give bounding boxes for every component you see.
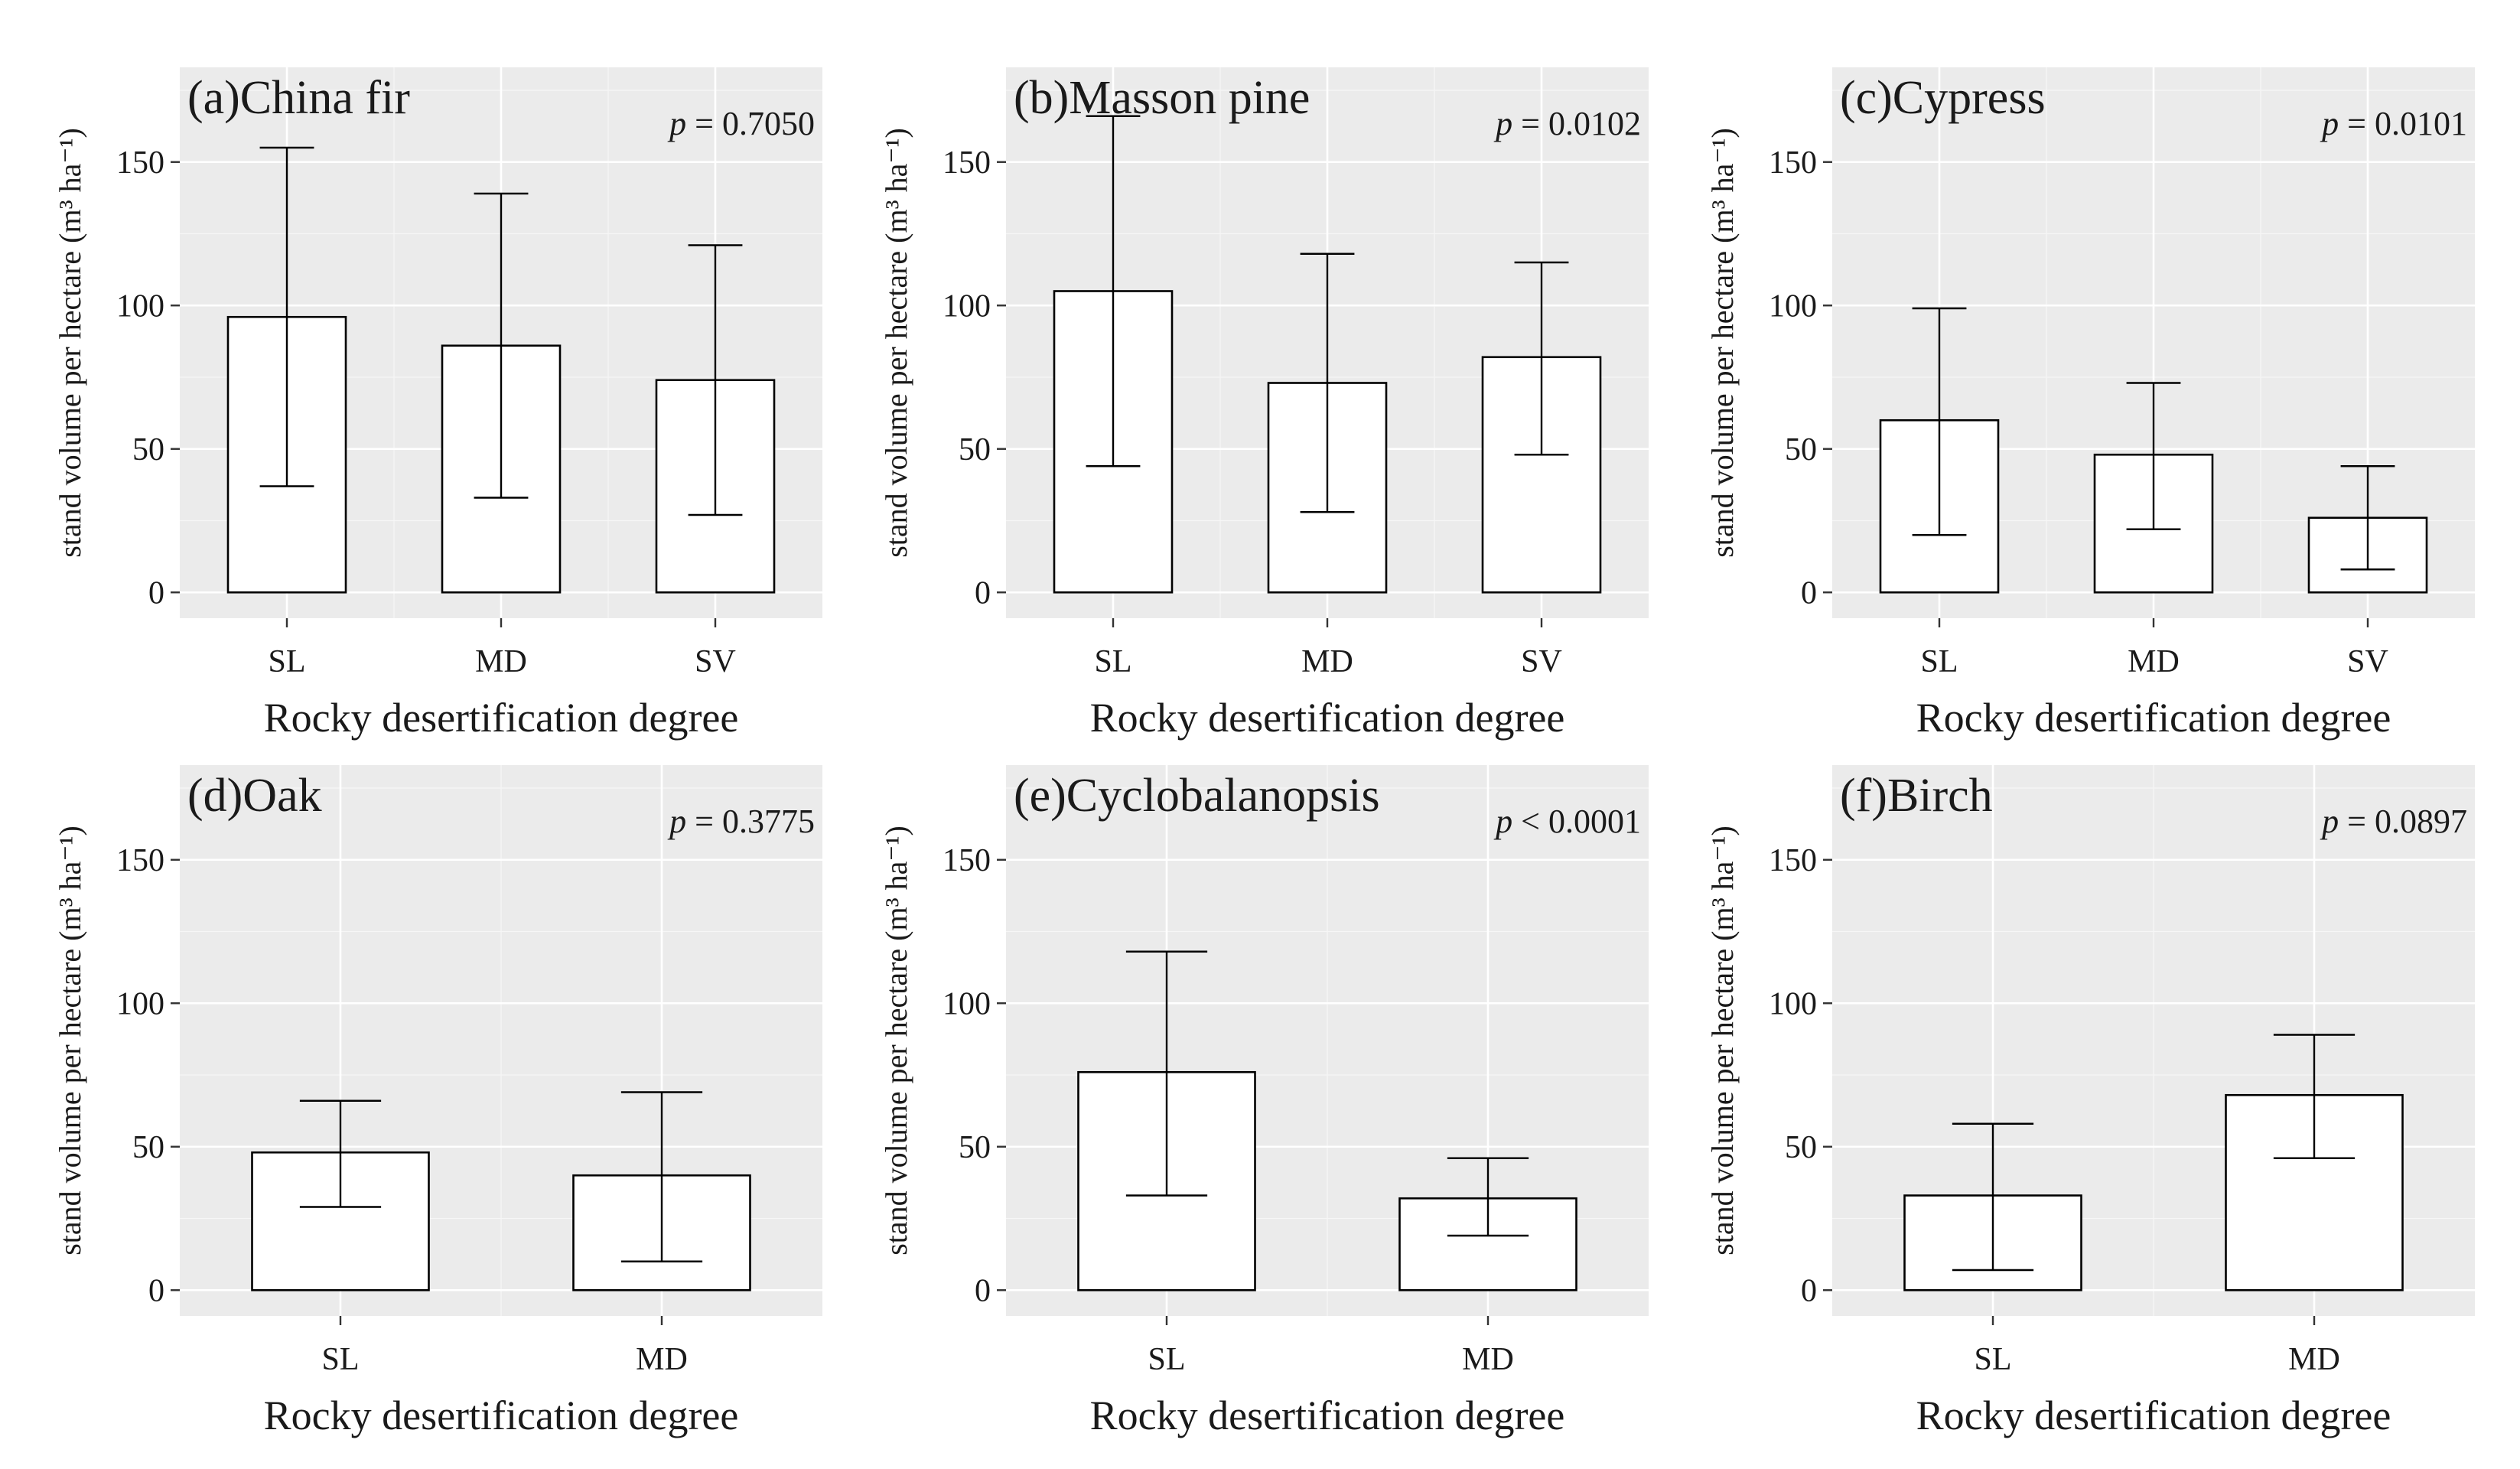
x-axis-title: Rocky desertification degree — [1916, 695, 2391, 741]
y-tick-label: 50 — [132, 432, 164, 467]
y-tick-label: 150 — [943, 145, 991, 181]
p-value-symbol: p — [667, 803, 686, 840]
y-tick-label: 0 — [975, 575, 991, 611]
y-tick-label: 50 — [1785, 432, 1817, 467]
panel-title: (c)Cypress — [1840, 72, 2046, 124]
x-axis-title: Rocky desertification degree — [1090, 695, 1565, 741]
p-value: p = 0.0897 — [2320, 803, 2467, 840]
p-value-text: = 0.0102 — [1512, 105, 1641, 142]
y-axis-title: stand volume per hectare (m³ ha⁻¹) — [879, 128, 913, 558]
x-axis-title: Rocky desertification degree — [1090, 1392, 1565, 1438]
x-tick-label: SV — [695, 644, 736, 679]
p-value: p = 0.3775 — [667, 803, 815, 840]
y-tick-label: 0 — [1801, 1273, 1817, 1308]
p-value: p < 0.0001 — [1493, 803, 1641, 840]
y-tick-label: 100 — [943, 288, 991, 324]
p-value-symbol: p — [1493, 803, 1512, 840]
p-value-symbol: p — [2320, 803, 2339, 840]
x-tick-label: SL — [1920, 644, 1958, 679]
p-value-text: = 0.0101 — [2339, 105, 2467, 142]
y-axis-title: stand volume per hectare (m³ ha⁻¹) — [879, 826, 913, 1256]
x-tick-label: MD — [1462, 1342, 1514, 1377]
chart-panel-5: 0 50 100 150 SL MD Rocky desertification degre… — [879, 765, 1649, 1438]
panel-title: (f)Birch — [1840, 770, 1993, 822]
x-tick-label: SV — [1521, 644, 1562, 679]
y-tick-label: 100 — [1769, 986, 1817, 1021]
chart-panel-3: 0 50 100 150 SL MD SV Rocky desertification deg… — [1705, 67, 2475, 741]
y-axis-title: stand volume per hectare (m³ ha⁻¹) — [53, 128, 87, 558]
y-tick-label: 150 — [943, 843, 991, 878]
x-tick-label: SL — [1094, 644, 1131, 679]
panel-title: (e)Cyclobalanopsis — [1014, 770, 1380, 822]
y-axis-title: stand volume per hectare (m³ ha⁻¹) — [1705, 826, 1740, 1256]
x-tick-label: SL — [321, 1342, 359, 1377]
x-axis-title: Rocky desertification degree — [264, 695, 739, 741]
panel-title: (a)China fir — [187, 72, 410, 124]
x-tick-label: SV — [2347, 644, 2388, 679]
y-tick-label: 0 — [975, 1273, 991, 1308]
p-value: p = 0.0102 — [1493, 105, 1641, 142]
y-tick-label: 150 — [116, 843, 164, 878]
y-tick-label: 50 — [1785, 1130, 1817, 1165]
y-axis-title: stand volume per hectare (m³ ha⁻¹) — [1705, 128, 1740, 558]
panel-title: (d)Oak — [187, 770, 322, 822]
y-tick-label: 100 — [116, 288, 164, 324]
y-tick-label: 50 — [959, 432, 991, 467]
p-value: p = 0.7050 — [667, 105, 815, 142]
p-value-text: < 0.0001 — [1512, 803, 1641, 840]
y-axis-title: stand volume per hectare (m³ ha⁻¹) — [53, 826, 87, 1256]
x-tick-label: SL — [268, 644, 305, 679]
y-tick-label: 100 — [1769, 288, 1817, 324]
x-tick-label: MD — [636, 1342, 688, 1377]
p-value-text: = 0.3775 — [686, 803, 815, 840]
p-value: p = 0.0101 — [2320, 105, 2467, 142]
x-tick-label: MD — [1301, 644, 1353, 679]
y-tick-label: 100 — [943, 986, 991, 1021]
p-value-symbol: p — [1493, 105, 1512, 142]
y-tick-label: 150 — [1769, 145, 1817, 181]
p-value-text: = 0.7050 — [686, 105, 815, 142]
x-tick-label: SL — [1148, 1342, 1185, 1377]
y-tick-label: 0 — [148, 1273, 164, 1308]
y-tick-label: 0 — [148, 575, 164, 611]
x-tick-label: SL — [1974, 1342, 2011, 1377]
chart-panel-1: 0 50 100 150 SL MD SV Rocky desertification deg… — [53, 67, 822, 741]
x-axis-title: Rocky desertification degree — [264, 1392, 739, 1438]
x-tick-label: MD — [2288, 1342, 2340, 1377]
panel-title: (b)Masson pine — [1014, 72, 1310, 124]
y-tick-label: 50 — [132, 1130, 164, 1165]
chart-panel-4: 0 50 100 150 SL MD Rocky desertification degre… — [53, 765, 822, 1438]
y-tick-label: 0 — [1801, 575, 1817, 611]
y-tick-label: 100 — [116, 986, 164, 1021]
x-axis-title: Rocky desertification degree — [1916, 1392, 2391, 1438]
p-value-text: = 0.0897 — [2339, 803, 2467, 840]
p-value-symbol: p — [667, 105, 686, 142]
y-tick-label: 50 — [959, 1130, 991, 1165]
chart-panel-6: 0 50 100 150 SL MD Rocky desertification degre… — [1705, 765, 2475, 1438]
p-value-symbol: p — [2320, 105, 2339, 142]
y-tick-label: 150 — [116, 145, 164, 181]
y-tick-label: 150 — [1769, 843, 1817, 878]
x-tick-label: MD — [2128, 644, 2180, 679]
chart-panel-2: 0 50 100 150 SL MD SV Rocky desertification deg… — [879, 67, 1649, 741]
x-tick-label: MD — [475, 644, 527, 679]
